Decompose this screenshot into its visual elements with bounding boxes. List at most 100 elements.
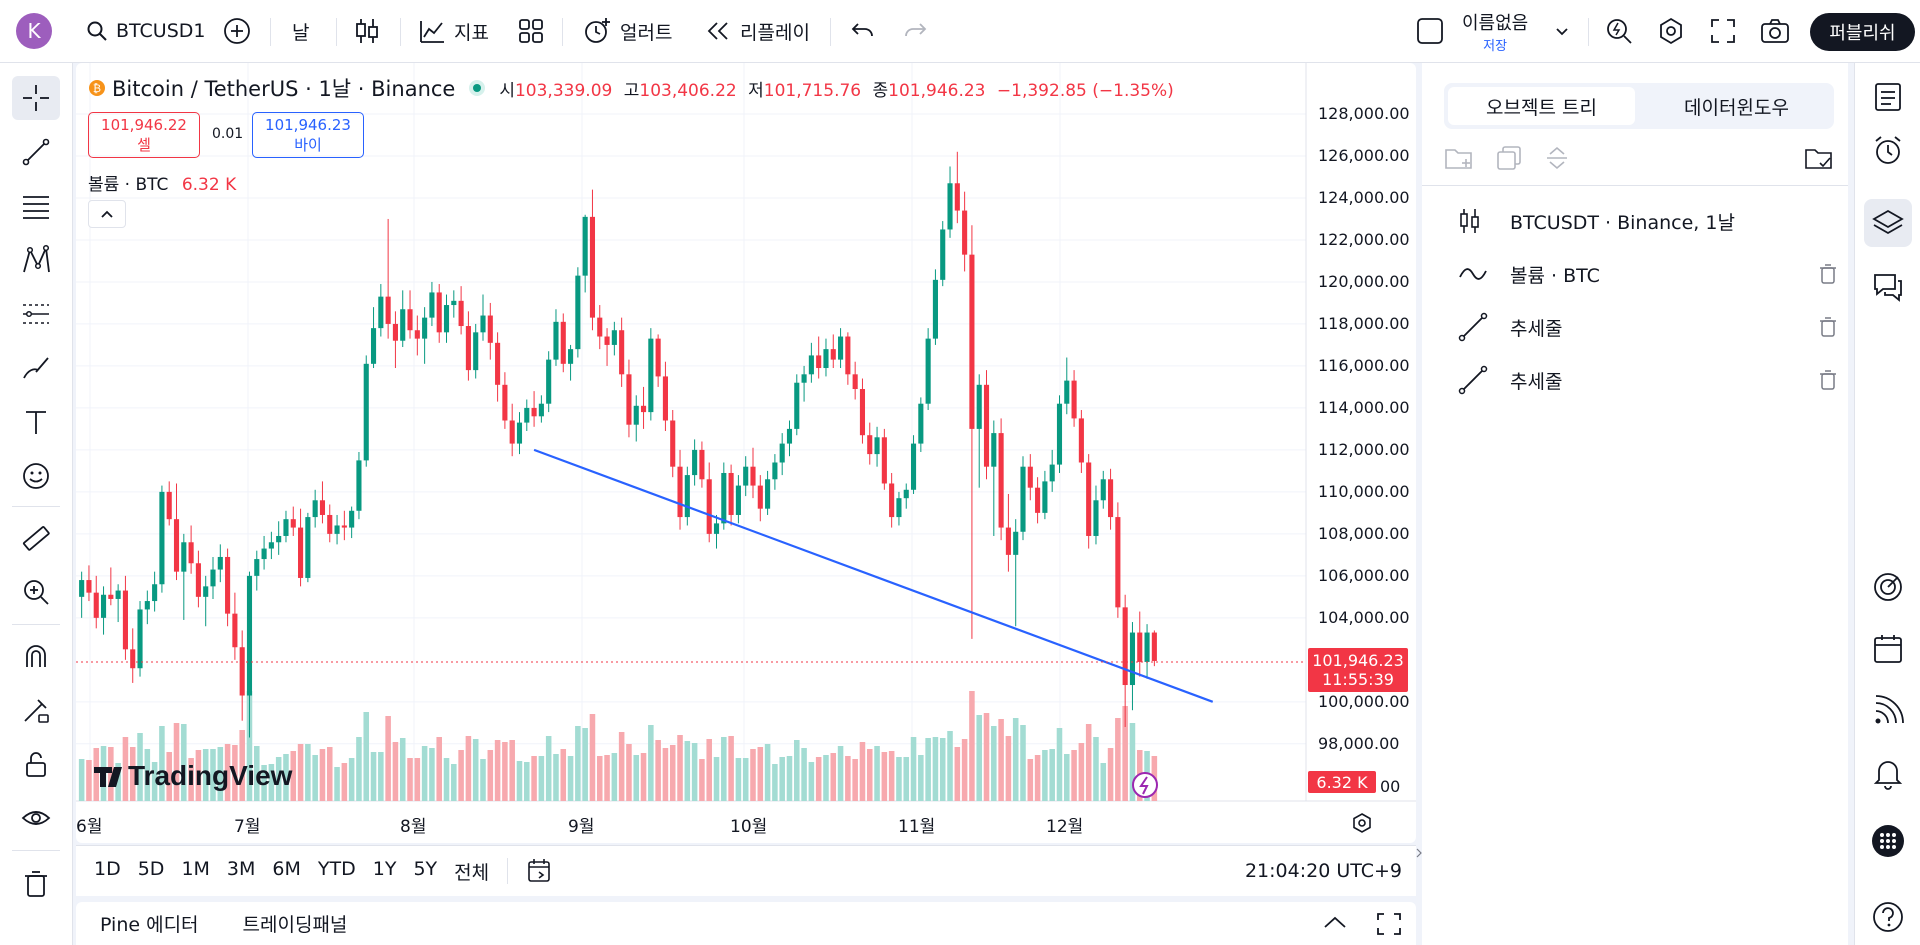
crosshair-tool[interactable]: [12, 76, 60, 120]
time-axis-label: 6월: [76, 817, 103, 837]
tree-item-volume[interactable]: 볼륨 · BTC: [1458, 254, 1838, 294]
volume-bar: [815, 757, 822, 801]
calendar-button[interactable]: [1864, 625, 1912, 673]
redo-button[interactable]: [902, 0, 928, 62]
smiley-icon: [23, 463, 49, 489]
range-button[interactable]: 1D: [94, 857, 121, 880]
user-menu[interactable]: K: [16, 0, 52, 62]
candle-body: [1071, 380, 1077, 419]
range-button[interactable]: 1Y: [372, 857, 397, 880]
tree-item-series[interactable]: BTCUSDT · Binance, 1날: [1458, 201, 1838, 241]
trash-icon[interactable]: [1818, 316, 1838, 338]
trading-panel-tab[interactable]: 트레이딩패널: [242, 914, 348, 936]
chart-canvas[interactable]: TradingView: [76, 63, 1416, 843]
snapshot-button[interactable]: [1760, 0, 1790, 62]
range-button[interactable]: 5D: [137, 857, 165, 880]
compare-button[interactable]: [222, 0, 252, 62]
remove-drawings-tool[interactable]: [12, 862, 60, 906]
tree-item-trendline[interactable]: 추세줄: [1458, 360, 1838, 400]
sell-button[interactable]: 101,946.22 셀: [88, 112, 200, 158]
reorder-icon[interactable]: [1544, 145, 1570, 171]
emoji-tool[interactable]: [12, 454, 60, 498]
brush-tool[interactable]: [12, 346, 60, 390]
layout-checkbox[interactable]: [1416, 0, 1444, 62]
hide-tool[interactable]: [12, 796, 60, 840]
trash-icon[interactable]: [1818, 369, 1838, 391]
candle-body: [947, 183, 953, 230]
chart-pane[interactable]: TradingView 128,000.00 126,000.00 124,000.…: [76, 63, 1416, 843]
buy-button[interactable]: 101,946.23 바이: [252, 112, 364, 158]
tree-item-trendline[interactable]: 추세줄: [1458, 307, 1838, 347]
layout-name-button[interactable]: 이름없음 저장: [1462, 0, 1528, 62]
lock-drawing-tool[interactable]: [12, 688, 60, 732]
panel-maximize-button[interactable]: [1376, 912, 1402, 941]
notifications-button[interactable]: [1864, 749, 1912, 797]
panel-resize-handle[interactable]: [1416, 840, 1422, 866]
symbol-search-button[interactable]: BTCUSD1: [86, 0, 205, 62]
chats-button[interactable]: [1864, 263, 1912, 311]
range-button[interactable]: 1M: [181, 857, 210, 880]
axis-settings-button[interactable]: [1350, 811, 1374, 839]
copy-icon[interactable]: [1496, 145, 1522, 171]
alerts-button[interactable]: [1864, 127, 1912, 175]
candle-body: [1027, 466, 1033, 488]
folder-plus-icon[interactable]: [1444, 145, 1474, 171]
magnet-tool[interactable]: [12, 634, 60, 678]
goto-date-button[interactable]: [526, 857, 554, 885]
alert-button[interactable]: 얼러트: [582, 0, 672, 62]
lock-all-tool[interactable]: [12, 742, 60, 786]
measure-tool[interactable]: [12, 516, 60, 560]
chart-alert-badge[interactable]: [1132, 772, 1158, 798]
candle-body: [451, 300, 457, 306]
help-button[interactable]: [1864, 893, 1912, 941]
chevron-right-icon: [1416, 848, 1422, 858]
series-legend[interactable]: ₿ Bitcoin / TetherUS · 1날 · Binance 시103…: [88, 73, 1174, 103]
forecast-tool[interactable]: [12, 292, 60, 336]
clock-display[interactable]: 21:04:20 UTC+9: [1244, 860, 1402, 882]
search-icon: [87, 21, 107, 41]
products-button[interactable]: [1864, 817, 1912, 865]
range-button[interactable]: 5Y: [413, 857, 438, 880]
trendline-tool[interactable]: [12, 130, 60, 174]
tab-object-tree[interactable]: 오브젝트 트리: [1448, 87, 1635, 125]
zoom-tool[interactable]: [12, 570, 60, 614]
candle-body: [203, 586, 209, 597]
interval-button[interactable]: 날: [292, 0, 309, 62]
fullscreen-button[interactable]: [1710, 0, 1736, 62]
indicators-button[interactable]: 지표: [418, 0, 489, 62]
range-button[interactable]: YTD: [317, 857, 356, 880]
fib-tool[interactable]: [12, 184, 60, 228]
publish-button[interactable]: 퍼블리쉬: [1810, 13, 1915, 51]
replay-button[interactable]: 리플레이: [704, 0, 810, 62]
range-button[interactable]: 6M: [272, 857, 301, 880]
chart-type-button[interactable]: [354, 0, 380, 62]
pine-editor-tab[interactable]: Pine 에디터: [100, 914, 199, 936]
trash-icon[interactable]: [1818, 263, 1838, 285]
close-label: 종: [872, 80, 889, 101]
range-button[interactable]: 3M: [226, 857, 256, 880]
volume-bar: [115, 763, 121, 801]
legend-collapse-button[interactable]: [88, 200, 126, 228]
layout-dropdown[interactable]: [1554, 0, 1570, 62]
quick-search-button[interactable]: [1604, 0, 1634, 62]
watchlist-button[interactable]: [1864, 73, 1912, 121]
pattern-tool[interactable]: [12, 238, 60, 282]
news-feed-button[interactable]: [1864, 687, 1912, 735]
screener-button[interactable]: [1864, 563, 1912, 611]
templates-button[interactable]: [518, 0, 544, 62]
manage-folder-icon[interactable]: [1804, 145, 1834, 173]
square-icon: [1417, 18, 1443, 44]
undo-button[interactable]: [850, 0, 876, 62]
trendline-drawing[interactable]: [533, 448, 1214, 703]
avatar[interactable]: K: [16, 13, 52, 49]
tab-data-window[interactable]: 데이터윈도우: [1684, 96, 1789, 119]
settings-button[interactable]: [1656, 0, 1686, 62]
volume-bar: [166, 752, 172, 801]
volume-bar: [217, 747, 224, 801]
object-tree-button[interactable]: [1864, 199, 1912, 247]
text-tool[interactable]: [12, 400, 60, 444]
panel-expand-button[interactable]: [1322, 913, 1348, 935]
volume-legend[interactable]: 볼륨 · BTC 6.32 K: [88, 170, 236, 195]
range-button[interactable]: 전체: [454, 861, 490, 884]
volume-bar: [188, 758, 194, 801]
